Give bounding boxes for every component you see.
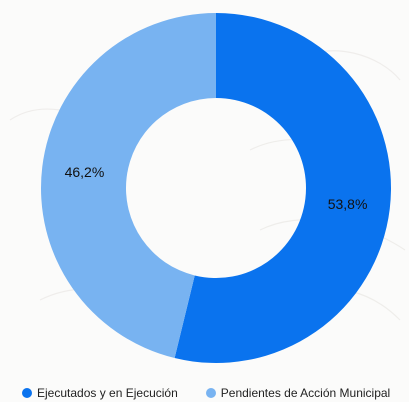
legend: Ejecutados y en Ejecución Pendientes de … [0, 385, 409, 401]
legend-item-pending: Pendientes de Acción Municipal [205, 386, 391, 400]
slice-executed [174, 13, 391, 363]
legend-label-executed: Ejecutados y en Ejecución [37, 386, 178, 400]
data-label-executed: 53,8% [328, 196, 368, 212]
data-label-pending: 46,2% [65, 164, 105, 180]
legend-label-pending: Pendientes de Acción Municipal [220, 386, 391, 400]
legend-item-executed: Ejecutados y en Ejecución [22, 386, 178, 400]
legend-swatch-executed [22, 388, 32, 398]
legend-swatch-pending [205, 388, 216, 398]
slice-pending [40, 13, 216, 359]
